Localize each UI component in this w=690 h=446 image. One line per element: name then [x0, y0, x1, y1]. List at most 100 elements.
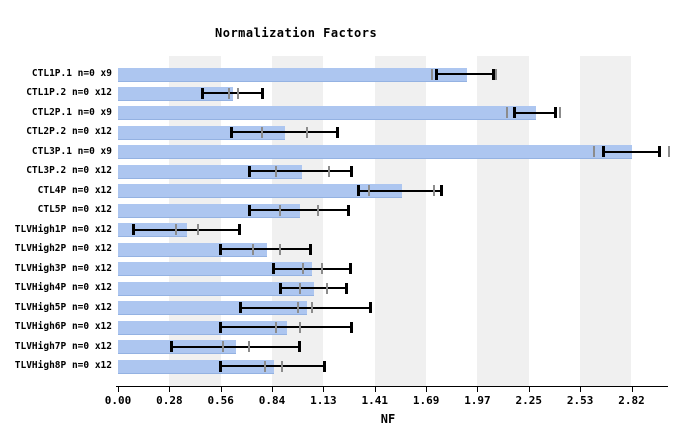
x-axis-tick-label: 0.56 — [207, 394, 234, 407]
error-bar-line — [219, 248, 311, 251]
gray-mark-left — [275, 165, 278, 177]
bar — [118, 106, 537, 121]
x-axis-tick — [272, 387, 274, 392]
row-label: TLVHigh1P n=0 x12 — [14, 223, 112, 235]
error-bar-cap-left — [218, 243, 222, 255]
gray-mark-left — [296, 302, 299, 314]
row-label: CTL4P n=0 x12 — [37, 184, 112, 196]
gray-mark-left — [260, 126, 263, 138]
x-axis-tick — [631, 387, 633, 392]
error-bar-cap-right — [308, 243, 312, 255]
gray-mark-right — [667, 146, 670, 158]
row-label: TLVHigh5P n=0 x12 — [14, 301, 112, 313]
error-bar-cap-right — [350, 321, 354, 333]
gray-mark-left — [367, 185, 370, 197]
error-bar-cap-left — [435, 68, 439, 80]
error-bar-cap-right — [368, 302, 372, 314]
row-label: TLVHigh8P n=0 x12 — [14, 360, 112, 372]
error-bar-line — [357, 189, 442, 192]
error-bar-cap-left — [218, 360, 222, 372]
x-axis-tick — [426, 387, 428, 392]
gray-mark-right — [433, 185, 436, 197]
error-bar-cap-right — [657, 146, 661, 158]
x-axis-tick — [580, 387, 582, 392]
error-bar-line — [514, 111, 557, 114]
bar — [118, 301, 308, 316]
error-bar-line — [239, 306, 371, 309]
gray-mark-right — [320, 263, 323, 275]
x-axis-tick — [477, 387, 479, 392]
gray-mark-left — [302, 263, 305, 275]
gray-mark-right — [196, 224, 199, 236]
error-bar-cap-left — [513, 107, 517, 119]
error-bar-cap-left — [229, 126, 233, 138]
error-bar-cap-right — [554, 107, 558, 119]
gray-mark-right — [236, 87, 239, 99]
error-bar-cap-left — [356, 185, 360, 197]
error-bar-cap-right — [323, 360, 327, 372]
gray-mark-left — [278, 204, 281, 216]
bar — [118, 281, 315, 296]
x-axis-tick-label: 2.25 — [515, 394, 543, 407]
error-bar-cap-left — [271, 263, 275, 275]
gray-mark-right — [280, 360, 283, 372]
error-bar-cap-left — [200, 87, 204, 99]
error-bar-cap-left — [247, 165, 251, 177]
error-bar-line — [219, 326, 353, 329]
error-bar-cap-right — [439, 185, 443, 197]
gray-mark-right — [298, 321, 301, 333]
gray-mark-right — [326, 282, 329, 294]
bar — [118, 86, 233, 101]
x-axis-tick — [528, 387, 530, 392]
gray-mark-right — [247, 341, 250, 353]
x-axis-tick-label: 0.84 — [258, 394, 286, 407]
gray-mark-right — [278, 243, 281, 255]
row-label: TLVHigh2P n=0 x12 — [14, 243, 112, 255]
error-bar-cap-right — [346, 204, 350, 216]
gray-mark-right — [495, 68, 498, 80]
error-bar-cap-right — [237, 224, 241, 236]
error-bar-cap-right — [348, 263, 352, 275]
row-label: TLVHigh7P n=0 x12 — [14, 340, 112, 352]
x-axis-tick-label: 1.69 — [412, 394, 440, 407]
x-axis-tick — [220, 387, 222, 392]
gray-mark-left — [175, 224, 178, 236]
x-axis-tick-label: 1.13 — [310, 394, 337, 407]
x-axis-tick — [118, 387, 119, 392]
gray-mark-left — [275, 321, 278, 333]
error-bar-cap-left — [169, 341, 173, 353]
error-bar-cap-left — [218, 321, 222, 333]
row-label: CTL3P.1 n=0 x9 — [31, 145, 112, 157]
background-band — [580, 56, 632, 386]
row-label: CTL5P n=0 x12 — [37, 204, 112, 216]
bar — [118, 359, 275, 374]
x-axis-tick — [374, 387, 376, 392]
row-label: CTL3P.2 n=0 x12 — [26, 165, 112, 177]
bar — [118, 125, 286, 140]
gray-mark-right — [316, 204, 319, 216]
error-bar-cap-right — [335, 126, 339, 138]
error-bar-line — [272, 267, 351, 270]
bar — [118, 67, 467, 82]
error-bar-cap-right — [297, 341, 301, 353]
bar — [118, 262, 313, 277]
gray-mark-left — [227, 87, 230, 99]
x-axis-label: NF — [380, 412, 396, 426]
bar — [118, 145, 633, 160]
x-axis-tick-label: 2.82 — [618, 394, 645, 407]
x-axis-tick-label: 1.41 — [361, 394, 389, 407]
x-axis-tick — [169, 387, 171, 392]
error-bar-line — [248, 209, 349, 212]
x-axis-tick-label: 1.97 — [464, 394, 491, 407]
x-axis-tick-label: 0.28 — [156, 394, 183, 407]
error-bar-cap-left — [278, 282, 282, 294]
gray-mark-left — [298, 282, 301, 294]
row-label: CTL2P.1 n=0 x9 — [31, 106, 112, 118]
error-bar-cap-left — [602, 146, 606, 158]
x-axis-line — [116, 386, 668, 387]
error-bar-line — [132, 228, 240, 231]
x-axis-tick-label: 0.00 — [104, 394, 132, 407]
x-axis-tick-label: 2.53 — [566, 394, 594, 407]
gray-mark-left — [264, 360, 267, 372]
